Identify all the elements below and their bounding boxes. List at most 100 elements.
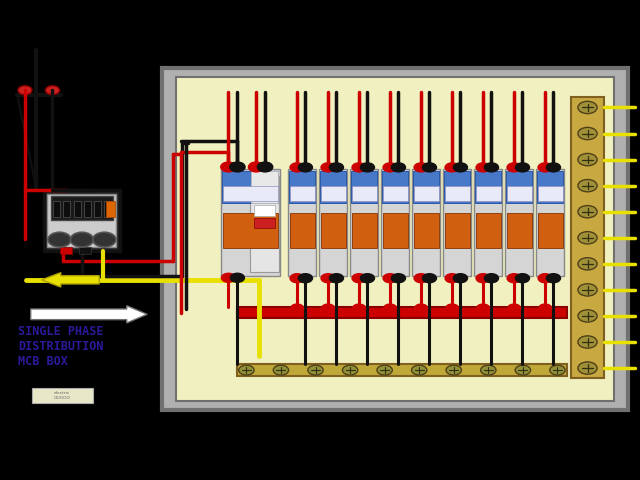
Bar [474, 169, 502, 276]
Circle shape [415, 304, 428, 312]
Bar [237, 364, 567, 376]
Circle shape [445, 304, 458, 312]
Circle shape [578, 101, 597, 114]
Circle shape [481, 365, 496, 375]
Circle shape [515, 163, 529, 172]
Circle shape [230, 273, 244, 282]
Bar [571, 97, 604, 378]
Bar [538, 213, 563, 248]
Circle shape [422, 163, 436, 172]
Bar [290, 186, 314, 201]
Circle shape [257, 162, 273, 172]
Text: electric
OOOOO: electric OOOOO [54, 391, 70, 400]
Bar [290, 213, 314, 248]
Bar [383, 186, 408, 201]
Circle shape [477, 304, 490, 312]
FancyArrow shape [31, 306, 147, 323]
Bar [321, 186, 346, 201]
Circle shape [578, 180, 597, 192]
Bar [443, 169, 472, 276]
Bar [414, 213, 438, 248]
Bar [506, 171, 532, 203]
Circle shape [538, 163, 552, 172]
Circle shape [230, 162, 245, 172]
Bar [79, 247, 91, 254]
Bar [413, 171, 439, 203]
Bar [237, 307, 567, 318]
Circle shape [322, 304, 335, 312]
Bar [254, 218, 275, 228]
Circle shape [445, 274, 459, 283]
Circle shape [453, 163, 467, 172]
Bar [47, 193, 116, 247]
Bar [106, 201, 115, 217]
Bar [60, 247, 72, 254]
Bar [412, 169, 440, 276]
Circle shape [578, 205, 597, 218]
Bar [538, 186, 563, 201]
Circle shape [93, 232, 116, 247]
Bar [382, 171, 408, 203]
Bar [507, 186, 532, 201]
Circle shape [446, 365, 461, 375]
Circle shape [547, 274, 561, 283]
Bar [321, 213, 346, 248]
Circle shape [45, 86, 60, 95]
Bar [445, 186, 470, 201]
Circle shape [383, 274, 397, 283]
Circle shape [476, 163, 490, 172]
Circle shape [578, 232, 597, 244]
Bar [505, 169, 534, 276]
Bar [250, 177, 278, 273]
Circle shape [414, 163, 428, 172]
Circle shape [221, 162, 236, 172]
Circle shape [290, 163, 304, 172]
Circle shape [291, 304, 303, 312]
Circle shape [70, 232, 93, 247]
Bar [74, 201, 81, 217]
Circle shape [330, 274, 344, 283]
Bar [444, 171, 470, 203]
Bar [53, 201, 60, 217]
Text: SINGLE PHASE
DISTRIBUTION
MCB BOX: SINGLE PHASE DISTRIBUTION MCB BOX [18, 325, 104, 368]
Circle shape [578, 127, 597, 140]
Bar [162, 68, 628, 410]
Circle shape [578, 284, 597, 296]
Bar [63, 201, 70, 217]
Bar [352, 186, 376, 201]
Bar [476, 186, 500, 201]
Circle shape [445, 163, 459, 172]
Bar [289, 171, 315, 203]
Circle shape [384, 304, 397, 312]
Bar [44, 191, 120, 251]
Circle shape [507, 274, 521, 283]
Circle shape [330, 163, 344, 172]
Circle shape [392, 274, 406, 283]
Bar [222, 171, 278, 203]
Circle shape [248, 162, 264, 172]
Circle shape [484, 274, 499, 283]
Circle shape [422, 274, 436, 283]
Circle shape [298, 274, 312, 283]
Circle shape [352, 274, 366, 283]
Bar [176, 77, 614, 401]
Bar [320, 171, 346, 203]
Circle shape [538, 274, 552, 283]
Bar [445, 213, 470, 248]
Bar [32, 388, 93, 403]
Bar [536, 169, 564, 276]
Bar [252, 171, 278, 203]
Circle shape [392, 163, 406, 172]
Circle shape [578, 336, 597, 348]
Bar [84, 201, 91, 217]
Circle shape [578, 258, 597, 270]
Bar [383, 213, 408, 248]
Bar [414, 186, 438, 201]
Bar [51, 196, 113, 219]
Circle shape [239, 365, 254, 375]
Circle shape [515, 274, 529, 283]
Circle shape [221, 273, 236, 282]
Bar [507, 213, 532, 248]
Circle shape [578, 310, 597, 322]
Bar [254, 205, 275, 216]
